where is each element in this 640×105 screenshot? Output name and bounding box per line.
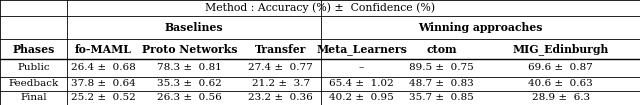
Text: fo-MAML: fo-MAML (75, 44, 132, 55)
Text: Phases: Phases (12, 44, 55, 55)
Text: 28.9 ±  6.3: 28.9 ± 6.3 (532, 93, 589, 102)
Text: –: – (359, 64, 364, 72)
Text: 89.5 ±  0.75: 89.5 ± 0.75 (409, 64, 474, 72)
Text: 48.7 ±  0.83: 48.7 ± 0.83 (409, 79, 474, 88)
Text: 37.8 ±  0.64: 37.8 ± 0.64 (71, 79, 136, 88)
Text: MIG_Edinburgh: MIG_Edinburgh (513, 43, 609, 55)
Text: Meta_Learners: Meta_Learners (316, 44, 407, 55)
Text: 65.4 ±  1.02: 65.4 ± 1.02 (329, 79, 394, 88)
Text: 69.6 ±  0.87: 69.6 ± 0.87 (528, 64, 593, 72)
Text: Proto Networks: Proto Networks (142, 44, 237, 55)
Text: 40.2 ±  0.95: 40.2 ± 0.95 (329, 93, 394, 102)
Text: 35.3 ±  0.62: 35.3 ± 0.62 (157, 79, 222, 88)
Text: Winning approaches: Winning approaches (419, 22, 543, 33)
Text: 35.7 ±  0.85: 35.7 ± 0.85 (409, 93, 474, 102)
Text: Public: Public (17, 64, 50, 72)
Text: 26.3 ±  0.56: 26.3 ± 0.56 (157, 93, 222, 102)
Text: 40.6 ±  0.63: 40.6 ± 0.63 (528, 79, 593, 88)
Text: 26.4 ±  0.68: 26.4 ± 0.68 (71, 64, 136, 72)
Text: 27.4 ±  0.77: 27.4 ± 0.77 (248, 64, 313, 72)
Text: Transfer: Transfer (255, 44, 307, 55)
Text: ctom: ctom (426, 44, 457, 55)
Text: 78.3 ±  0.81: 78.3 ± 0.81 (157, 64, 222, 72)
Text: 21.2 ±  3.7: 21.2 ± 3.7 (252, 79, 310, 88)
Text: Method : Accuracy (%) ±  Confidence (%): Method : Accuracy (%) ± Confidence (%) (205, 3, 435, 13)
Text: Feedback: Feedback (8, 79, 59, 88)
Text: Final: Final (20, 93, 47, 102)
Text: 23.2 ±  0.36: 23.2 ± 0.36 (248, 93, 313, 102)
Text: 25.2 ±  0.52: 25.2 ± 0.52 (71, 93, 136, 102)
Text: Baselines: Baselines (165, 22, 223, 33)
